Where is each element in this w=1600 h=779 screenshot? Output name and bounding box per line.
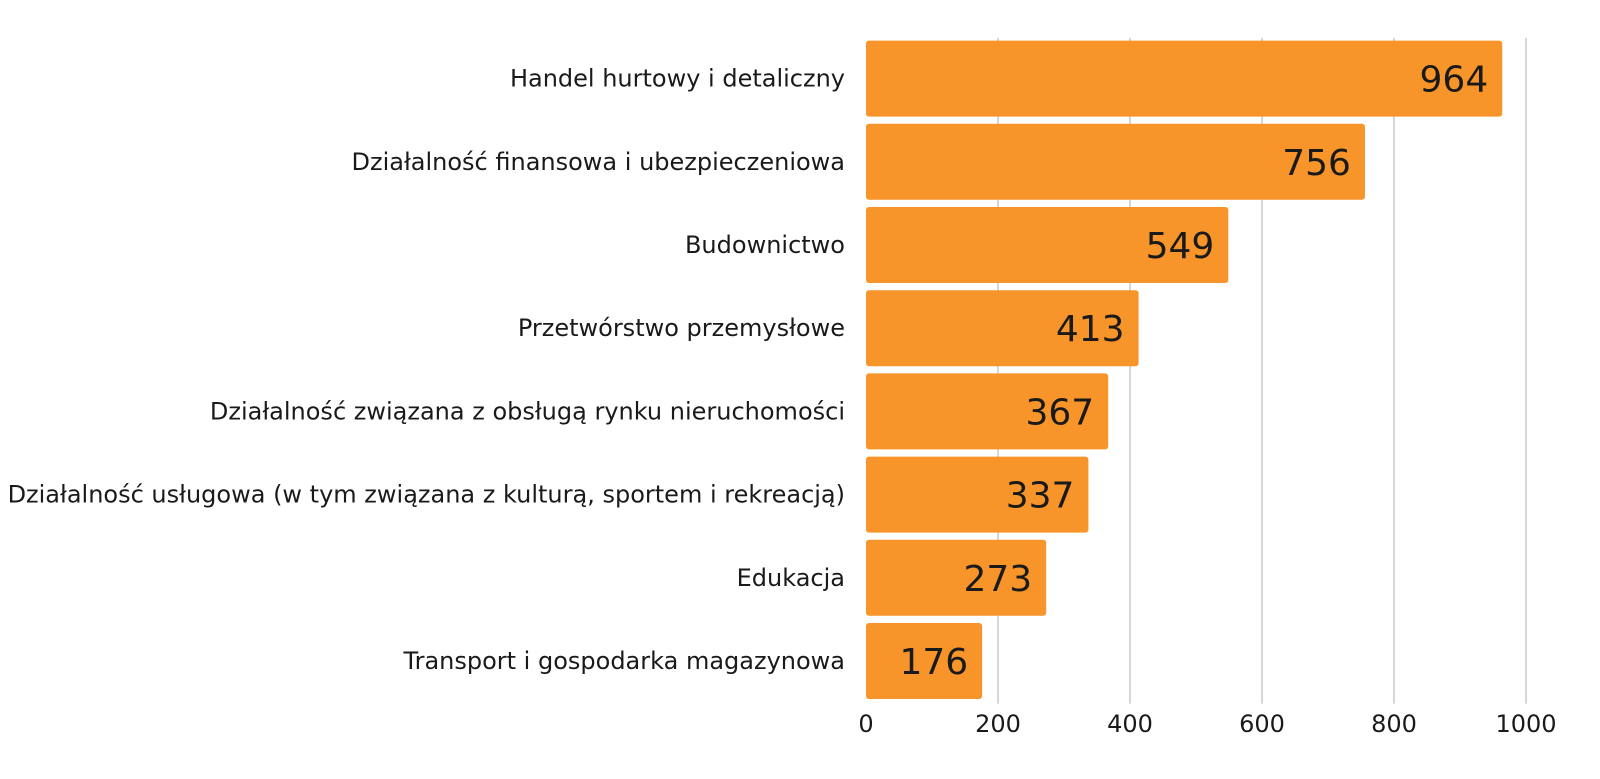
category-label: Handel hurtowy i detaliczny (510, 65, 845, 93)
x-tick-label: 0 (858, 710, 873, 738)
bar (866, 207, 1229, 283)
category-label: Budownictwo (685, 231, 845, 259)
category-labels: Handel hurtowy i detaliczny Działalność f… (8, 65, 845, 675)
bar (866, 373, 1109, 450)
x-tick-label: 1000 (1495, 710, 1556, 738)
data-labels: 964 756 549 413 367 337 273 176 (899, 60, 1488, 683)
category-label: Przetwórstwo przemysłowe (518, 314, 845, 342)
bar (866, 539, 1047, 616)
data-label: 367 (1026, 392, 1095, 433)
x-tick-label: 800 (1371, 710, 1417, 738)
bar (866, 290, 1139, 367)
data-label: 337 (1006, 476, 1075, 517)
data-label: 273 (963, 559, 1032, 600)
data-label: 176 (899, 642, 968, 683)
x-tick-label: 400 (1107, 710, 1153, 738)
x-axis-ticks: 0 200 400 600 800 1000 (858, 710, 1556, 738)
category-label: Działalność usługowa (w tym związana z k… (8, 481, 845, 509)
category-label: Transport i gospodarka magazynowa (402, 647, 845, 675)
bars (866, 40, 1503, 699)
bar (866, 456, 1089, 533)
data-label: 413 (1056, 309, 1125, 350)
data-label: 549 (1146, 226, 1215, 267)
bar (866, 123, 1365, 200)
category-label: Działalność związana z obsługą rynku nie… (210, 397, 845, 425)
x-tick-label: 600 (1239, 710, 1285, 738)
bar (866, 40, 1503, 117)
category-label: Edukacja (737, 564, 845, 592)
bar (866, 623, 983, 699)
data-label: 756 (1282, 143, 1351, 184)
data-label: 964 (1420, 60, 1489, 101)
x-tick-label: 200 (975, 710, 1021, 738)
category-label: Działalność finansowa i ubezpieczeniowa (352, 148, 846, 176)
